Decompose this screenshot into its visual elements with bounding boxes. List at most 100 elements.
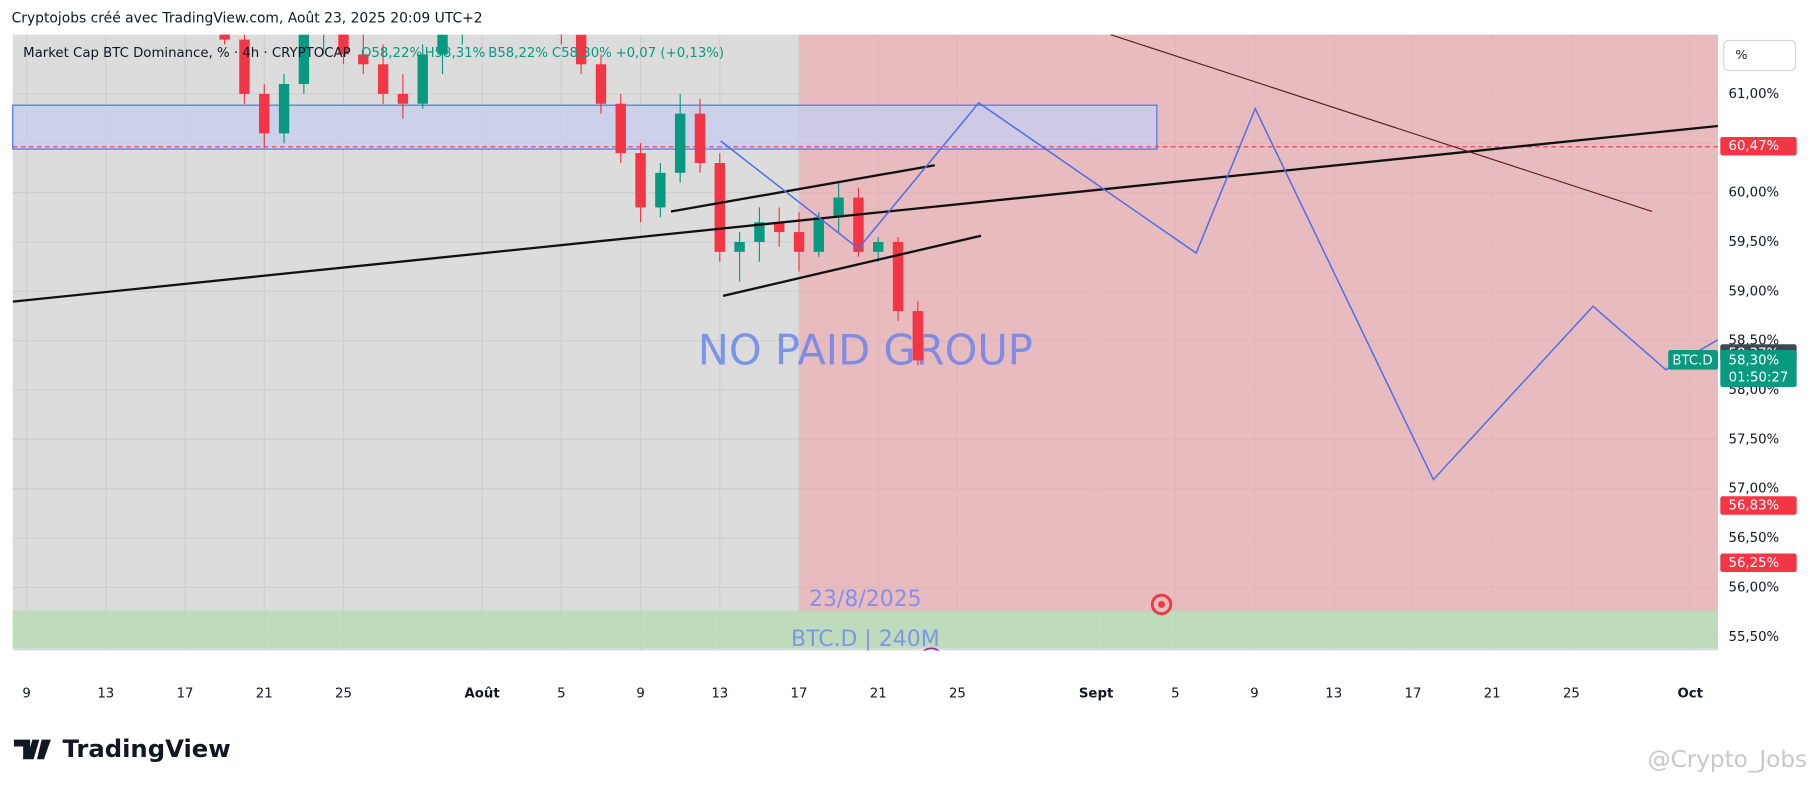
drawings xyxy=(12,34,1718,481)
x-tick-label: 25 xyxy=(949,686,966,701)
x-tick-label: 25 xyxy=(1563,686,1580,701)
brand-name: TradingView xyxy=(62,734,230,763)
credit: @Crypto_Jobs xyxy=(1647,747,1807,773)
candle-body xyxy=(674,113,686,173)
legend-value: +0,07 (+0,13%) xyxy=(615,46,724,61)
candle-body xyxy=(556,34,567,35)
candle-body xyxy=(734,241,745,252)
x-tick-label: Sept xyxy=(1079,686,1114,701)
brand-logo xyxy=(13,739,51,760)
x-tick-label: 21 xyxy=(1484,686,1501,701)
x-tick-label: 17 xyxy=(791,686,808,701)
candle-body xyxy=(595,64,607,104)
x-tick-label: 9 xyxy=(1250,686,1258,701)
candle-body xyxy=(397,93,409,104)
candle-body xyxy=(773,222,785,233)
x-tick-label: Oct xyxy=(1677,686,1703,701)
candle-body xyxy=(833,197,844,218)
candle-body xyxy=(437,34,448,55)
countdown: 01:50:27 xyxy=(1729,371,1789,386)
price-badge-label: 60,47% xyxy=(1729,139,1780,154)
watermark: NO PAID GROUP xyxy=(698,326,1033,375)
candle-body xyxy=(635,153,646,208)
candle-body xyxy=(259,93,270,134)
resistance-box xyxy=(12,104,1158,150)
legend-name: Market Cap BTC Dominance, % · 4h · CRYPT… xyxy=(23,46,350,61)
candle-body xyxy=(892,241,904,312)
brand: TradingView xyxy=(13,734,231,763)
symbol-badge xyxy=(1668,350,1718,370)
y-tick-label: 59,50% xyxy=(1729,235,1780,250)
price-badge-label: 56,25% xyxy=(1729,556,1780,571)
x-tick-label: 13 xyxy=(97,686,114,701)
watermark-symbol: BTC.D | 240M xyxy=(791,627,940,652)
candle-body xyxy=(219,34,230,40)
candle-body xyxy=(793,232,805,252)
candle-body xyxy=(714,162,725,252)
candle-body xyxy=(358,54,369,65)
y-tick-label: 57,50% xyxy=(1729,432,1780,447)
channel-bottom xyxy=(722,234,982,297)
candle-body xyxy=(912,311,924,361)
x-tick-label: 21 xyxy=(256,686,273,701)
target-icon xyxy=(1158,600,1165,608)
x-tick-label: 17 xyxy=(177,686,194,701)
x-tick-label: 17 xyxy=(1405,686,1422,701)
x-tick-label: 9 xyxy=(22,686,30,701)
legend-value: B58,22% xyxy=(488,46,548,61)
channel-top xyxy=(670,164,935,213)
x-tick-label: Août xyxy=(464,685,500,701)
legend: Market Cap BTC Dominance, % · 4h · CRYPT… xyxy=(23,46,724,61)
candle-body xyxy=(655,172,666,208)
candle-body xyxy=(615,103,626,154)
candle-body xyxy=(417,54,428,104)
projection-path xyxy=(720,101,1718,481)
legend-value: O58,22% xyxy=(361,46,422,61)
price-badge xyxy=(1720,553,1797,573)
price-badge xyxy=(1720,136,1797,156)
last-price-label: 58,30% xyxy=(1729,353,1780,368)
unit-button[interactable] xyxy=(1723,39,1797,72)
price-badge xyxy=(1720,496,1797,515)
x-tick-label: 9 xyxy=(636,686,644,701)
x-tick-label: 13 xyxy=(711,686,728,701)
unit-button-label[interactable]: % xyxy=(1735,47,1747,62)
y-tick-label: 57,00% xyxy=(1729,482,1780,497)
x-tick-label: 5 xyxy=(557,686,565,701)
header: Cryptojobs créé avec TradingView.com, Ao… xyxy=(12,10,483,26)
y-tick-label: 55,50% xyxy=(1729,630,1780,645)
price-badge-label: 56,83% xyxy=(1729,499,1780,514)
y-tick-label: 59,00% xyxy=(1729,284,1780,299)
candle-body xyxy=(278,84,290,134)
candle-body xyxy=(377,64,389,94)
target-zone xyxy=(12,610,1718,649)
candle-body xyxy=(873,241,884,252)
axes: 55,50%56,00%56,50%57,00%57,50%58,00%58,5… xyxy=(22,87,1797,701)
y-tick-label: 60,00% xyxy=(1729,186,1780,201)
legend-value: H58,31% xyxy=(425,46,486,61)
candle-body xyxy=(298,34,310,85)
target-icon xyxy=(1150,593,1173,616)
trend-line xyxy=(1110,34,1653,213)
x-tick-label: 21 xyxy=(870,686,887,701)
candle-body xyxy=(338,34,349,55)
candle-body xyxy=(754,222,765,242)
candle-body xyxy=(853,197,864,252)
x-tick-label: 25 xyxy=(335,686,352,701)
symbol-label: BTC.D xyxy=(1672,353,1712,368)
time-axis xyxy=(12,650,1718,709)
candles xyxy=(219,34,924,366)
candle-body xyxy=(694,113,706,163)
candle-body xyxy=(575,34,587,65)
watermark-date: 23/8/2025 xyxy=(809,587,922,612)
x-tick-label: 13 xyxy=(1325,686,1342,701)
candle-body xyxy=(813,217,825,252)
x-tick-label: 5 xyxy=(1171,686,1179,701)
last-price-badge xyxy=(1720,350,1797,387)
y-tick-label: 56,50% xyxy=(1729,531,1780,546)
legend-value: C58,30% xyxy=(552,46,612,61)
candle-body xyxy=(239,39,250,94)
y-tick-label: 61,00% xyxy=(1729,87,1780,102)
